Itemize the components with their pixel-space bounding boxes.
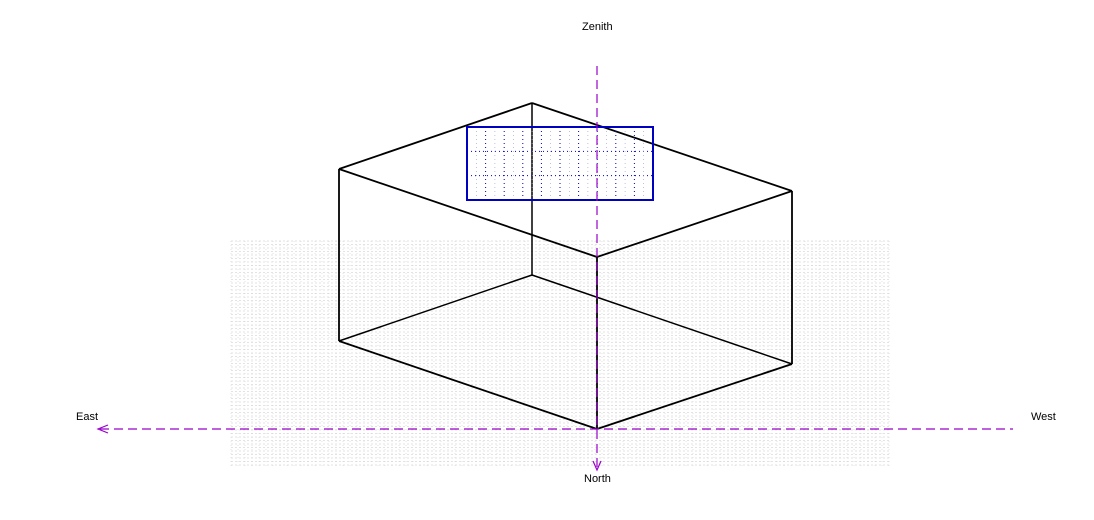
box-edges xyxy=(338,102,793,430)
north-label: North xyxy=(584,473,611,485)
west-label: West xyxy=(1031,411,1056,423)
box-top-front-right-edge xyxy=(596,190,793,258)
box-bottom-front-right-edge xyxy=(596,363,793,430)
east-arrow-icon xyxy=(96,424,109,434)
axes xyxy=(96,66,1013,472)
north-arrow-icon xyxy=(592,460,602,472)
box-top-back-left-edge xyxy=(338,102,533,170)
zenith-label: Zenith xyxy=(582,21,613,33)
east-label: East xyxy=(76,411,99,423)
box-top-back-right-edge xyxy=(531,102,793,192)
box-bottom-front-left-edge xyxy=(338,340,598,430)
panel-cell-grid xyxy=(467,127,653,200)
ground-plane-grid xyxy=(230,240,890,467)
solar-panel xyxy=(466,126,654,201)
box-bottom-back-right-edge xyxy=(531,274,793,365)
panel-outline xyxy=(466,126,654,201)
box-top-front-left-edge xyxy=(338,168,598,258)
box-bottom-back-left-edge xyxy=(338,274,533,342)
